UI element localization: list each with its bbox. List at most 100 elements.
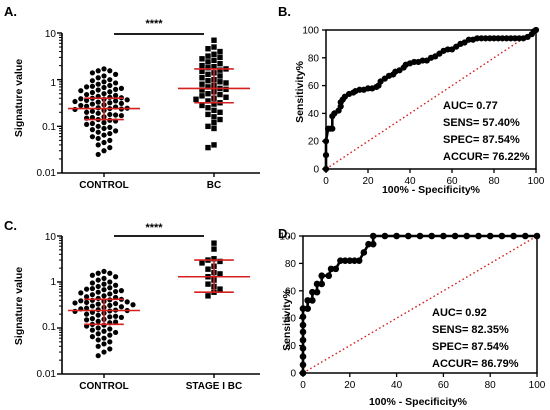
data-point-square <box>199 56 205 62</box>
data-point-circle <box>107 270 113 276</box>
data-point-circle <box>101 139 107 146</box>
data-point-circle <box>107 130 113 137</box>
y-tick-label: 100 <box>279 232 296 243</box>
y-tick-label: 0 <box>290 369 296 380</box>
data-point-square <box>217 54 223 61</box>
data-point-square <box>205 281 211 287</box>
data-point-square <box>199 81 205 87</box>
data-point-circle <box>95 142 101 148</box>
y-tick-label: 40 <box>308 109 320 120</box>
data-point-circle <box>107 279 113 285</box>
x-tick-label: 60 <box>438 380 450 391</box>
data-point-circle <box>78 96 84 102</box>
panel-d-stat-auc: AUC= 0.92 <box>432 307 487 319</box>
data-point-circle <box>84 109 90 115</box>
roc-point <box>332 265 340 273</box>
data-point-square <box>223 80 229 86</box>
data-point-circle <box>84 294 90 300</box>
data-point-circle <box>130 302 136 308</box>
data-point-circle <box>84 317 90 323</box>
roc-point <box>428 232 436 240</box>
data-point-circle <box>95 135 101 142</box>
roc-point <box>299 305 307 312</box>
x-tick-label: 0 <box>300 380 306 391</box>
panel-c-ytick: 10 <box>45 232 57 243</box>
data-point-circle <box>84 311 90 317</box>
panel-d-stat-spec: SPEC= 87.54% <box>432 341 509 353</box>
data-point-circle <box>95 277 101 283</box>
roc-point <box>365 240 372 248</box>
data-point-circle <box>107 100 113 106</box>
panel-d: D. Sensitivity% 100% - Specificity% AUC=… <box>278 226 546 408</box>
roc-point <box>313 280 321 288</box>
data-point-square <box>211 114 217 120</box>
roc-point <box>381 232 389 240</box>
data-point-circle <box>118 112 124 119</box>
data-point-circle <box>95 110 101 116</box>
data-point-circle <box>107 326 113 332</box>
data-point-square <box>205 293 211 299</box>
data-point-circle <box>89 272 95 278</box>
data-point-circle <box>107 137 113 143</box>
data-point-circle <box>101 287 107 293</box>
data-point-circle <box>89 120 95 127</box>
data-point-circle <box>95 123 101 129</box>
data-point-circle <box>95 331 101 337</box>
data-point-circle <box>118 288 124 294</box>
roc-point <box>475 232 482 240</box>
data-point-square <box>193 96 199 102</box>
y-tick-label: 80 <box>285 259 297 270</box>
data-point-circle <box>95 283 101 290</box>
data-point-circle <box>107 291 113 297</box>
panel-b: B. Sensitivity% 100% - Specificity% AUC=… <box>278 4 545 196</box>
data-point-square <box>211 246 217 252</box>
data-point-circle <box>95 75 101 81</box>
panel-b-xlabel: 100% - Specificity% <box>382 184 481 196</box>
data-point-circle <box>113 128 119 134</box>
roc-point <box>299 369 307 377</box>
panel-d-xlabel: 100% - Specificity% <box>369 396 468 408</box>
data-point-circle <box>107 339 113 345</box>
data-point-square <box>211 57 217 64</box>
data-point-circle <box>95 87 101 93</box>
data-point-circle <box>101 268 107 274</box>
panel-b-ylabel: Sensitivity% <box>294 60 306 123</box>
data-point-square <box>217 286 223 292</box>
data-point-circle <box>78 88 84 94</box>
roc-point <box>318 272 326 280</box>
data-point-circle <box>95 270 101 276</box>
x-tick-label: 60 <box>446 176 458 187</box>
panel-d-stat-accur: ACCUR= 86.79% <box>432 358 519 370</box>
data-point-circle <box>107 68 113 74</box>
data-point-square <box>205 65 211 71</box>
data-point-circle <box>113 112 119 118</box>
data-point-circle <box>84 103 90 109</box>
roc-point <box>355 257 363 264</box>
data-point-circle <box>113 80 119 86</box>
roc-point <box>309 297 316 304</box>
x-tick-label: 20 <box>362 176 374 187</box>
data-point-circle <box>95 307 101 313</box>
y-tick-label: 80 <box>308 53 320 64</box>
panel-b-label: B. <box>278 4 291 19</box>
roc-point <box>329 125 336 132</box>
data-point-circle <box>95 301 101 307</box>
data-point-circle <box>89 78 95 84</box>
data-point-square <box>211 142 217 148</box>
panel-d-stat-sens: SENS= 82.35% <box>432 324 509 336</box>
panel-c-label: C. <box>4 218 17 233</box>
data-point-circle <box>89 108 95 114</box>
data-point-circle <box>107 82 113 89</box>
data-point-square <box>205 53 211 59</box>
roc-point <box>498 232 506 240</box>
panel-a-plot <box>57 32 260 177</box>
roc-point <box>327 265 335 273</box>
data-point-circle <box>113 300 119 307</box>
roc-point <box>322 152 330 159</box>
data-point-square <box>223 94 229 100</box>
data-point-circle <box>113 313 119 319</box>
x-tick-label: 100 <box>528 176 545 187</box>
panel-c: C. Signature value 10 1 0.1 0.01 CONTROL… <box>4 218 260 392</box>
data-point-circle <box>113 274 119 280</box>
x-tick-label: 20 <box>344 380 356 391</box>
